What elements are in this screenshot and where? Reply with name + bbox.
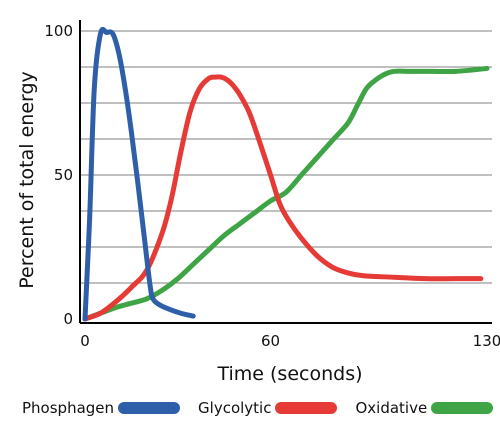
legend-label-phosphagen: Phosphagen [22, 399, 115, 417]
series-lines [82, 26, 490, 322]
y-axis-title: Percent of total energy [16, 71, 38, 289]
y-tick-label: 100 [44, 22, 73, 40]
x-tick-label: 60 [261, 332, 280, 350]
axes [79, 20, 492, 324]
legend-item-phosphagen: Phosphagen [22, 399, 181, 417]
series-line-glycolytic [82, 74, 484, 322]
chart: 0 50 100 0 60 130 Time (seconds) Percent of t… [16, 20, 500, 385]
series-line-oxidative [82, 65, 490, 322]
legend-swatch-oxidative [431, 402, 494, 414]
y-tick-label: 50 [54, 166, 73, 184]
legend-label-oxidative: Oxidative [355, 399, 428, 417]
legend-item-glycolytic: Glycolytic [198, 399, 338, 417]
legend-item-oxidative: Oxidative [355, 399, 494, 417]
legend-swatch-glycolytic [275, 402, 338, 414]
x-axis-title: Time (seconds) [216, 363, 362, 385]
legend-label-glycolytic: Glycolytic [198, 399, 272, 417]
y-tick-label: 0 [63, 310, 73, 328]
legend: Phosphagen Glycolytic Oxidative [0, 396, 500, 420]
grid [80, 30, 492, 284]
tick-labels: 0 50 100 0 60 130 [44, 22, 500, 350]
x-tick-label: 130 [473, 332, 500, 350]
series-line-phosphagen [82, 26, 196, 322]
legend-swatch-phosphagen [118, 402, 181, 414]
x-tick-label: 0 [80, 332, 90, 350]
